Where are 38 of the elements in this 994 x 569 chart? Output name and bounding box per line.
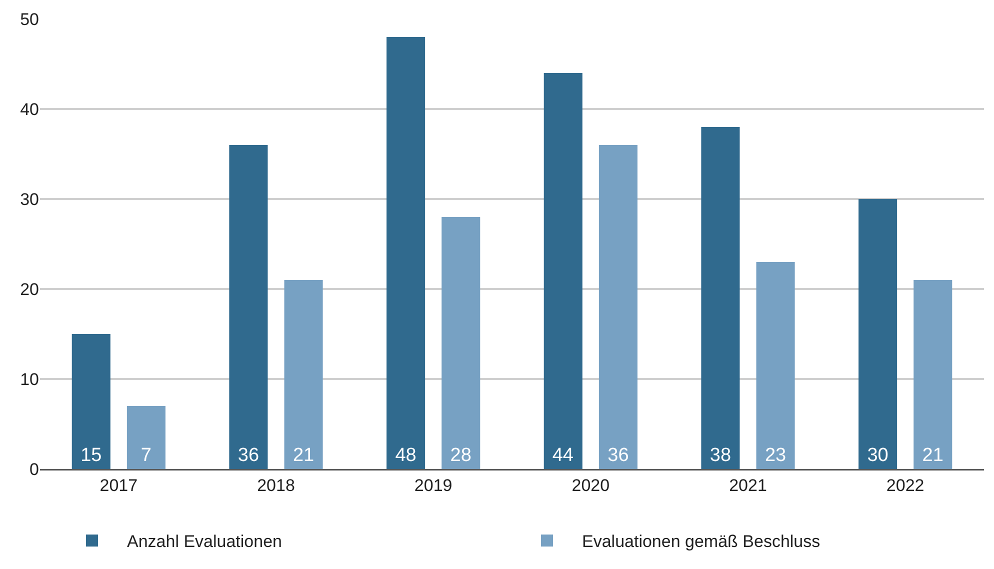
x-tick-label: 2021 <box>729 476 767 495</box>
data-label: 44 <box>552 445 574 466</box>
x-tick-label: 2022 <box>886 476 924 495</box>
x-tick-label: 2018 <box>257 476 295 495</box>
data-label: 28 <box>450 445 472 466</box>
legend-label: Evaluationen gemäß Beschluss <box>582 532 820 552</box>
bar <box>442 217 480 469</box>
x-tick-label: 2017 <box>100 476 138 495</box>
y-tick-label: 30 <box>20 190 39 209</box>
y-tick-label: 20 <box>20 280 39 299</box>
data-label: 48 <box>395 445 416 466</box>
bar <box>858 199 898 469</box>
bar <box>756 262 795 469</box>
data-label: 21 <box>292 445 314 466</box>
data-label: 21 <box>922 445 944 466</box>
data-label: 7 <box>140 445 152 466</box>
y-tick-label: 10 <box>20 370 39 389</box>
data-label: 36 <box>238 445 260 466</box>
y-tick-label: 0 <box>30 460 39 479</box>
data-label: 30 <box>867 445 888 466</box>
y-tick-label: 50 <box>20 10 39 29</box>
bar <box>126 406 166 469</box>
data-label: 36 <box>608 445 629 466</box>
data-label: 38 <box>710 445 732 466</box>
x-tick-label: 2020 <box>572 476 610 495</box>
legend-label: Anzahl Evaluationen <box>127 532 282 552</box>
bar <box>386 37 426 469</box>
data-label: 15 <box>80 445 102 466</box>
bar <box>284 280 323 469</box>
bar <box>914 280 952 469</box>
bar <box>598 145 638 469</box>
x-tick-label: 2019 <box>414 476 452 495</box>
bar <box>701 127 740 469</box>
y-tick-label: 40 <box>20 100 39 119</box>
bar <box>72 334 110 469</box>
bar <box>544 73 582 469</box>
bar <box>229 145 268 469</box>
data-label: 23 <box>764 445 786 466</box>
